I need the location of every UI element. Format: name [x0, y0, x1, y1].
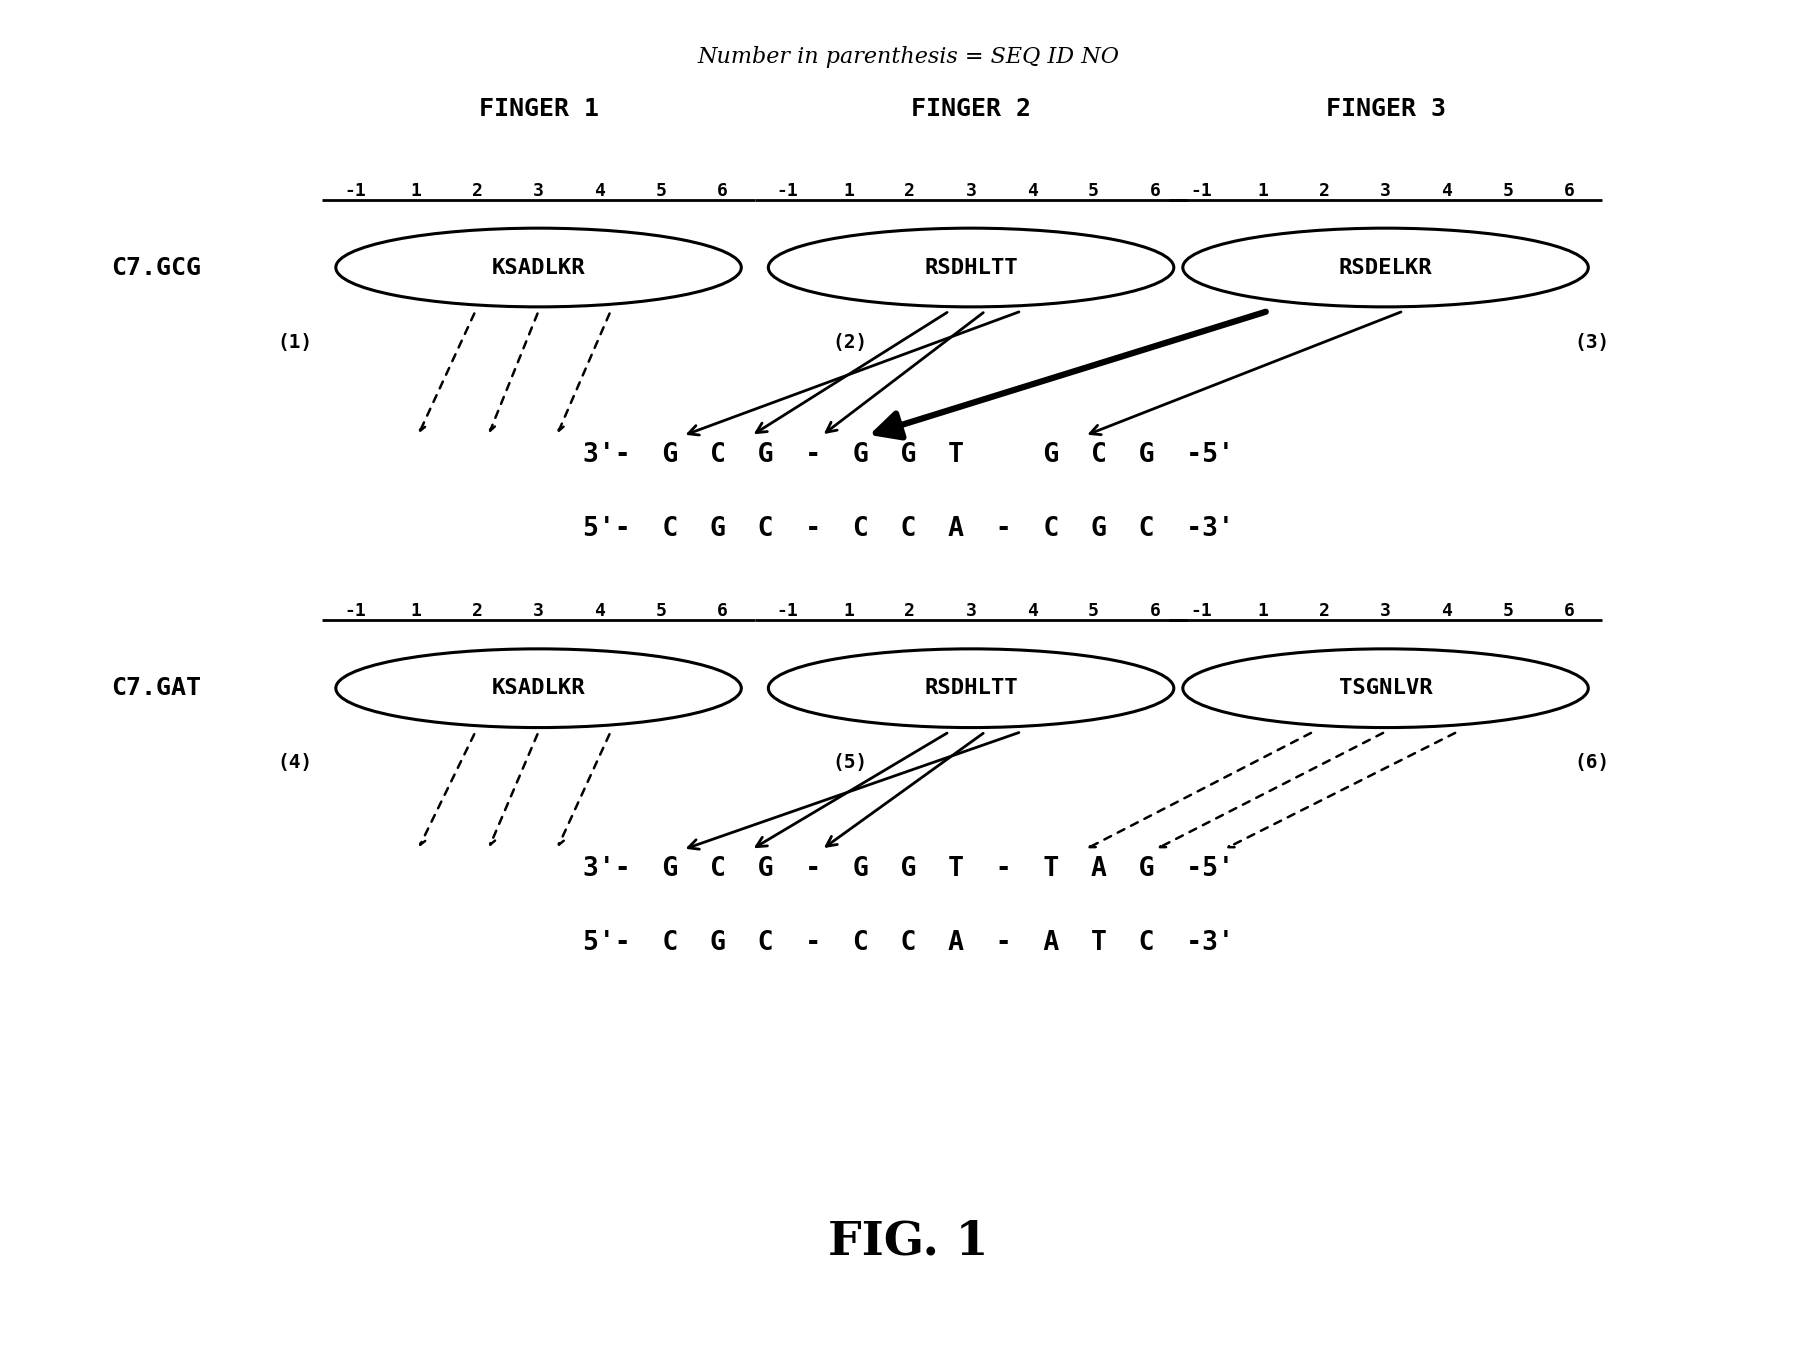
- Text: 1: 1: [1257, 602, 1268, 620]
- Text: KSADLKR: KSADLKR: [492, 679, 585, 698]
- Text: 2: 2: [472, 181, 483, 200]
- Text: 3: 3: [534, 602, 545, 620]
- Text: 1: 1: [843, 602, 854, 620]
- Text: 5'-  C  G  C  -  C  C  A  -  C  G  C  -3': 5'- C G C - C C A - C G C -3': [583, 517, 1233, 543]
- Text: 6: 6: [717, 181, 728, 200]
- Text: C7.GCG: C7.GCG: [111, 255, 202, 280]
- Text: -1: -1: [343, 602, 365, 620]
- Text: 3: 3: [1380, 181, 1391, 200]
- Text: 2: 2: [1318, 181, 1329, 200]
- Text: 4: 4: [1442, 181, 1453, 200]
- Text: 4: 4: [594, 181, 605, 200]
- Text: 5: 5: [656, 602, 666, 620]
- Text: 2: 2: [472, 602, 483, 620]
- Text: 5: 5: [1088, 602, 1099, 620]
- Text: 3'-  G  C  G  -  G  G  T     G  C  G  -5': 3'- G C G - G G T G C G -5': [583, 441, 1233, 468]
- Text: FINGER 3: FINGER 3: [1326, 97, 1446, 121]
- Text: 5: 5: [1502, 181, 1513, 200]
- Text: (6): (6): [1574, 753, 1611, 772]
- Text: -1: -1: [777, 181, 799, 200]
- Text: 5'-  C  G  C  -  C  C  A  -  A  T  C  -3': 5'- C G C - C C A - A T C -3': [583, 931, 1233, 957]
- Text: -1: -1: [1191, 602, 1213, 620]
- Text: 3: 3: [1380, 602, 1391, 620]
- Text: C7.GAT: C7.GAT: [111, 676, 202, 701]
- Text: (1): (1): [278, 333, 312, 351]
- Text: FINGER 2: FINGER 2: [912, 97, 1031, 121]
- Text: -1: -1: [1191, 181, 1213, 200]
- Text: 6: 6: [717, 602, 728, 620]
- Text: RSDHLTT: RSDHLTT: [924, 679, 1019, 698]
- Text: RSDHLTT: RSDHLTT: [924, 258, 1019, 277]
- Text: 4: 4: [1442, 602, 1453, 620]
- Text: (3): (3): [1574, 333, 1611, 351]
- Text: RSDELKR: RSDELKR: [1338, 258, 1433, 277]
- Text: Number in parenthesis = SEQ ID NO: Number in parenthesis = SEQ ID NO: [697, 47, 1119, 69]
- Text: 2: 2: [904, 602, 915, 620]
- Text: -1: -1: [777, 602, 799, 620]
- Text: 6: 6: [1150, 181, 1160, 200]
- Text: 4: 4: [594, 602, 605, 620]
- Text: 2: 2: [904, 181, 915, 200]
- Text: KSADLKR: KSADLKR: [492, 258, 585, 277]
- Text: 3: 3: [966, 181, 977, 200]
- Text: 3: 3: [534, 181, 545, 200]
- Text: 4: 4: [1026, 181, 1037, 200]
- Text: 2: 2: [1318, 602, 1329, 620]
- Text: FIG. 1: FIG. 1: [828, 1219, 988, 1265]
- Text: (4): (4): [278, 753, 312, 772]
- Text: 6: 6: [1564, 181, 1574, 200]
- Text: 6: 6: [1564, 602, 1574, 620]
- Text: 1: 1: [843, 181, 854, 200]
- Text: 1: 1: [410, 602, 421, 620]
- Text: (5): (5): [832, 753, 868, 772]
- Text: (2): (2): [832, 333, 868, 351]
- Text: 3'-  G  C  G  -  G  G  T  -  T  A  G  -5': 3'- G C G - G G T - T A G -5': [583, 856, 1233, 882]
- Text: FINGER 1: FINGER 1: [479, 97, 599, 121]
- Text: 1: 1: [1257, 181, 1268, 200]
- Text: TSGNLVR: TSGNLVR: [1338, 679, 1433, 698]
- Text: 5: 5: [1502, 602, 1513, 620]
- Text: 6: 6: [1150, 602, 1160, 620]
- Text: 3: 3: [966, 602, 977, 620]
- Text: 5: 5: [656, 181, 666, 200]
- Text: 4: 4: [1026, 602, 1037, 620]
- Text: 1: 1: [410, 181, 421, 200]
- Text: 5: 5: [1088, 181, 1099, 200]
- Text: -1: -1: [343, 181, 365, 200]
